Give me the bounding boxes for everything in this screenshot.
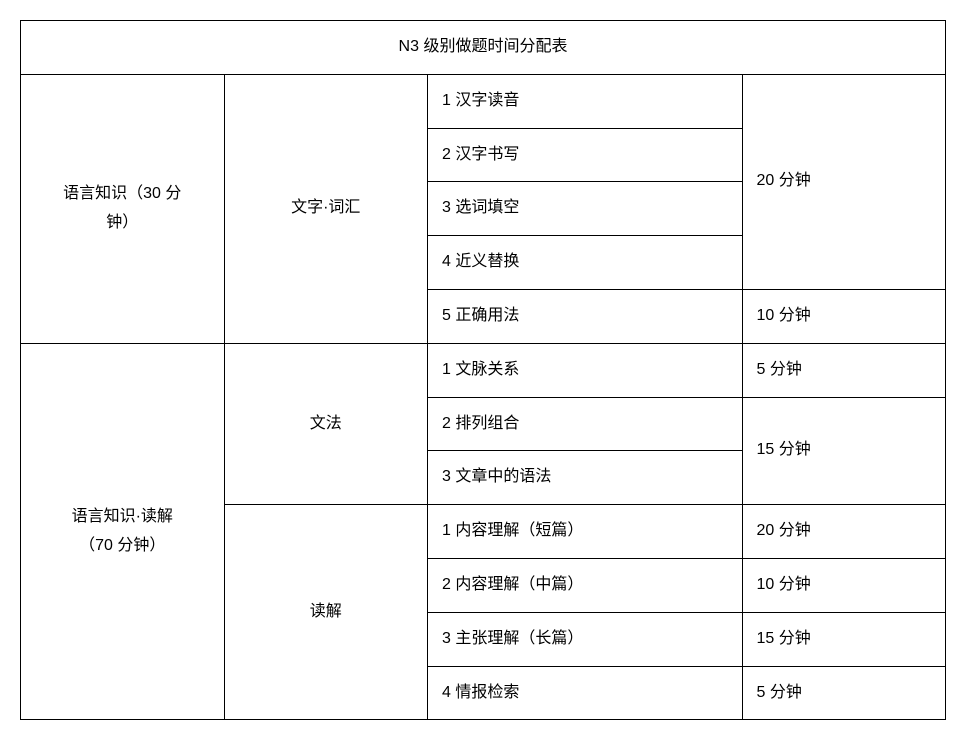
- time-cell: 5 分钟: [742, 343, 946, 397]
- table-body: N3 级别做题时间分配表语言知识（30 分 钟）文字·词汇1 汉字读音20 分钟…: [21, 21, 946, 720]
- major-section: 语言知识（30 分 钟）: [21, 74, 225, 343]
- table-row: 语言知识·读解 （70 分钟）文法1 文脉关系5 分钟: [21, 343, 946, 397]
- time-allocation-table: N3 级别做题时间分配表语言知识（30 分 钟）文字·词汇1 汉字读音20 分钟…: [20, 20, 946, 720]
- item-cell: 4 近义替换: [428, 236, 743, 290]
- time-cell: 20 分钟: [742, 505, 946, 559]
- item-cell: 5 正确用法: [428, 289, 743, 343]
- time-cell: 10 分钟: [742, 558, 946, 612]
- item-cell: 1 文脉关系: [428, 343, 743, 397]
- sub-section: 文法: [224, 343, 428, 504]
- item-cell: 2 内容理解（中篇）: [428, 558, 743, 612]
- item-cell: 2 汉字书写: [428, 128, 743, 182]
- table-row: 语言知识（30 分 钟）文字·词汇1 汉字读音20 分钟: [21, 74, 946, 128]
- major-section: 语言知识·读解 （70 分钟）: [21, 343, 225, 720]
- table-title: N3 级别做题时间分配表: [21, 21, 946, 75]
- item-cell: 1 汉字读音: [428, 74, 743, 128]
- item-cell: 2 排列组合: [428, 397, 743, 451]
- time-cell: 20 分钟: [742, 74, 946, 289]
- item-cell: 3 主张理解（长篇）: [428, 612, 743, 666]
- sub-section: 文字·词汇: [224, 74, 428, 343]
- item-cell: 1 内容理解（短篇）: [428, 505, 743, 559]
- time-cell: 5 分钟: [742, 666, 946, 720]
- sub-section: 读解: [224, 505, 428, 720]
- time-cell: 10 分钟: [742, 289, 946, 343]
- time-cell: 15 分钟: [742, 397, 946, 505]
- item-cell: 4 情报检索: [428, 666, 743, 720]
- item-cell: 3 文章中的语法: [428, 451, 743, 505]
- time-cell: 15 分钟: [742, 612, 946, 666]
- item-cell: 3 选词填空: [428, 182, 743, 236]
